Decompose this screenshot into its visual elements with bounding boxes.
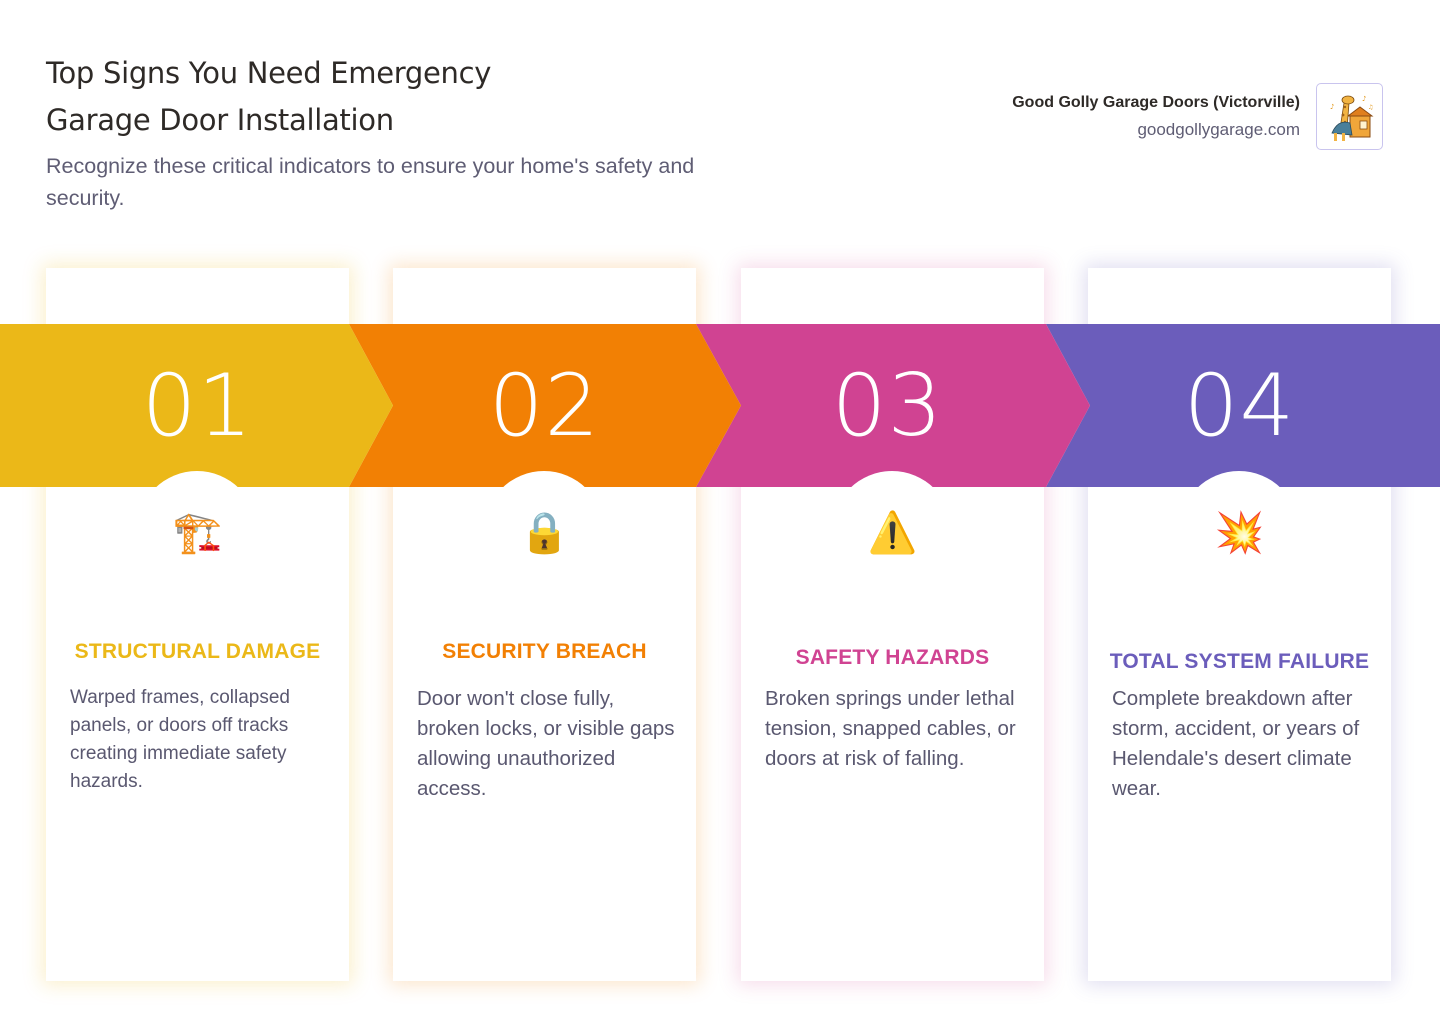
step-description-2: Door won't close fully, broken locks, or…: [417, 687, 675, 800]
chevron-step-1: [0, 324, 393, 487]
padlock-icon: 🔒: [519, 511, 570, 555]
step-description-4: Complete breakdown after storm, accident…: [1112, 687, 1360, 800]
chevron-step-2: [349, 324, 741, 487]
step-title-2: SECURITY BREACH: [442, 640, 647, 663]
step-content-3: ⚠️ SAFETY HAZARDS Broken springs under l…: [741, 268, 1044, 981]
step-number-1: 01: [141, 355, 254, 456]
brand-name: Good Golly Garage Doors (Victorville): [1012, 94, 1300, 111]
step-title-3: SAFETY HAZARDS: [795, 646, 990, 669]
card-4-lower: [1088, 487, 1391, 981]
chevron-band: [0, 324, 1440, 487]
step-number-2: 02: [488, 355, 601, 456]
building-construction-crane-icon: 🏗️: [172, 511, 223, 555]
brand-block: Good Golly Garage Doors (Victorville) go…: [1012, 90, 1300, 144]
step-description-1: Warped frames, collapsed panels, or door…: [70, 687, 291, 792]
giraffe-logo-icon: ♪ ♪ ♫: [1330, 95, 1373, 141]
svg-text:♪: ♪: [1330, 103, 1334, 111]
page-title: Top Signs You Need Emergency Garage Door…: [46, 56, 492, 137]
brand-logo: ♪ ♪ ♫: [1316, 83, 1383, 150]
warning-icon: ⚠️: [867, 511, 918, 555]
card-1-lower: [46, 487, 349, 981]
svg-text:♪: ♪: [1362, 95, 1366, 103]
step-number-4: 04: [1183, 355, 1296, 456]
chevron-step-4: [1046, 324, 1440, 487]
collision-icon: 💥: [1214, 511, 1265, 555]
step-description-3: Broken springs under lethal tension, sna…: [765, 687, 1016, 770]
card-2-lower: [393, 487, 696, 981]
step-title-1: STRUCTURAL DAMAGE: [74, 640, 321, 663]
chevron-step-3: [696, 324, 1090, 487]
step-content-2: 🔒 SECURITY BREACH Door won't close fully…: [393, 268, 696, 981]
step-number-3: 03: [831, 355, 944, 456]
step-content-1: 🏗️ STRUCTURAL DAMAGE Warped frames, coll…: [46, 268, 349, 981]
step-content-4: 💥 TOTAL SYSTEM FAILURE Complete breakdow…: [1088, 268, 1391, 981]
svg-text:♫: ♫: [1368, 104, 1373, 111]
step-title-4: TOTAL SYSTEM FAILURE: [1109, 650, 1370, 673]
brand-url[interactable]: goodgollygarage.com: [1137, 120, 1300, 139]
page-subtitle: Recognize these critical indicators to e…: [46, 154, 695, 210]
card-3-lower: [741, 487, 1044, 981]
